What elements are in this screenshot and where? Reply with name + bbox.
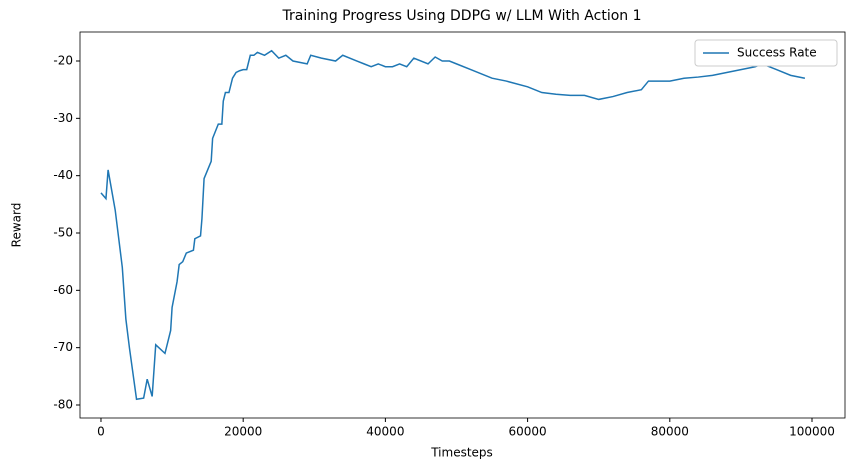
x-tick-label: 40000	[366, 425, 404, 439]
x-axis-label: Timesteps	[430, 446, 493, 460]
y-tick-label: -50	[53, 225, 73, 239]
y-tick-label: -30	[53, 111, 73, 125]
legend-box	[694, 39, 838, 67]
y-tick-label: -40	[53, 168, 73, 182]
data-line	[100, 49, 806, 401]
y-tick-label: -20	[53, 54, 73, 68]
legend-label: Success Rate	[737, 46, 817, 60]
chart-title: Training Progress Using DDPG w/ LLM With…	[281, 8, 641, 24]
x-tick-label: 100000	[789, 425, 835, 439]
y-axis-label: Reward	[10, 203, 24, 248]
x-tick-label: 80000	[651, 425, 689, 439]
x-tick-label: 20000	[224, 425, 262, 439]
y-tick-label: -80	[53, 397, 73, 411]
x-tick-label: 0	[97, 425, 105, 439]
x-tick-label: 60000	[509, 425, 547, 439]
plot-frame	[79, 31, 846, 419]
y-tick-label: -60	[53, 283, 73, 297]
y-tick-label: -70	[53, 340, 73, 354]
